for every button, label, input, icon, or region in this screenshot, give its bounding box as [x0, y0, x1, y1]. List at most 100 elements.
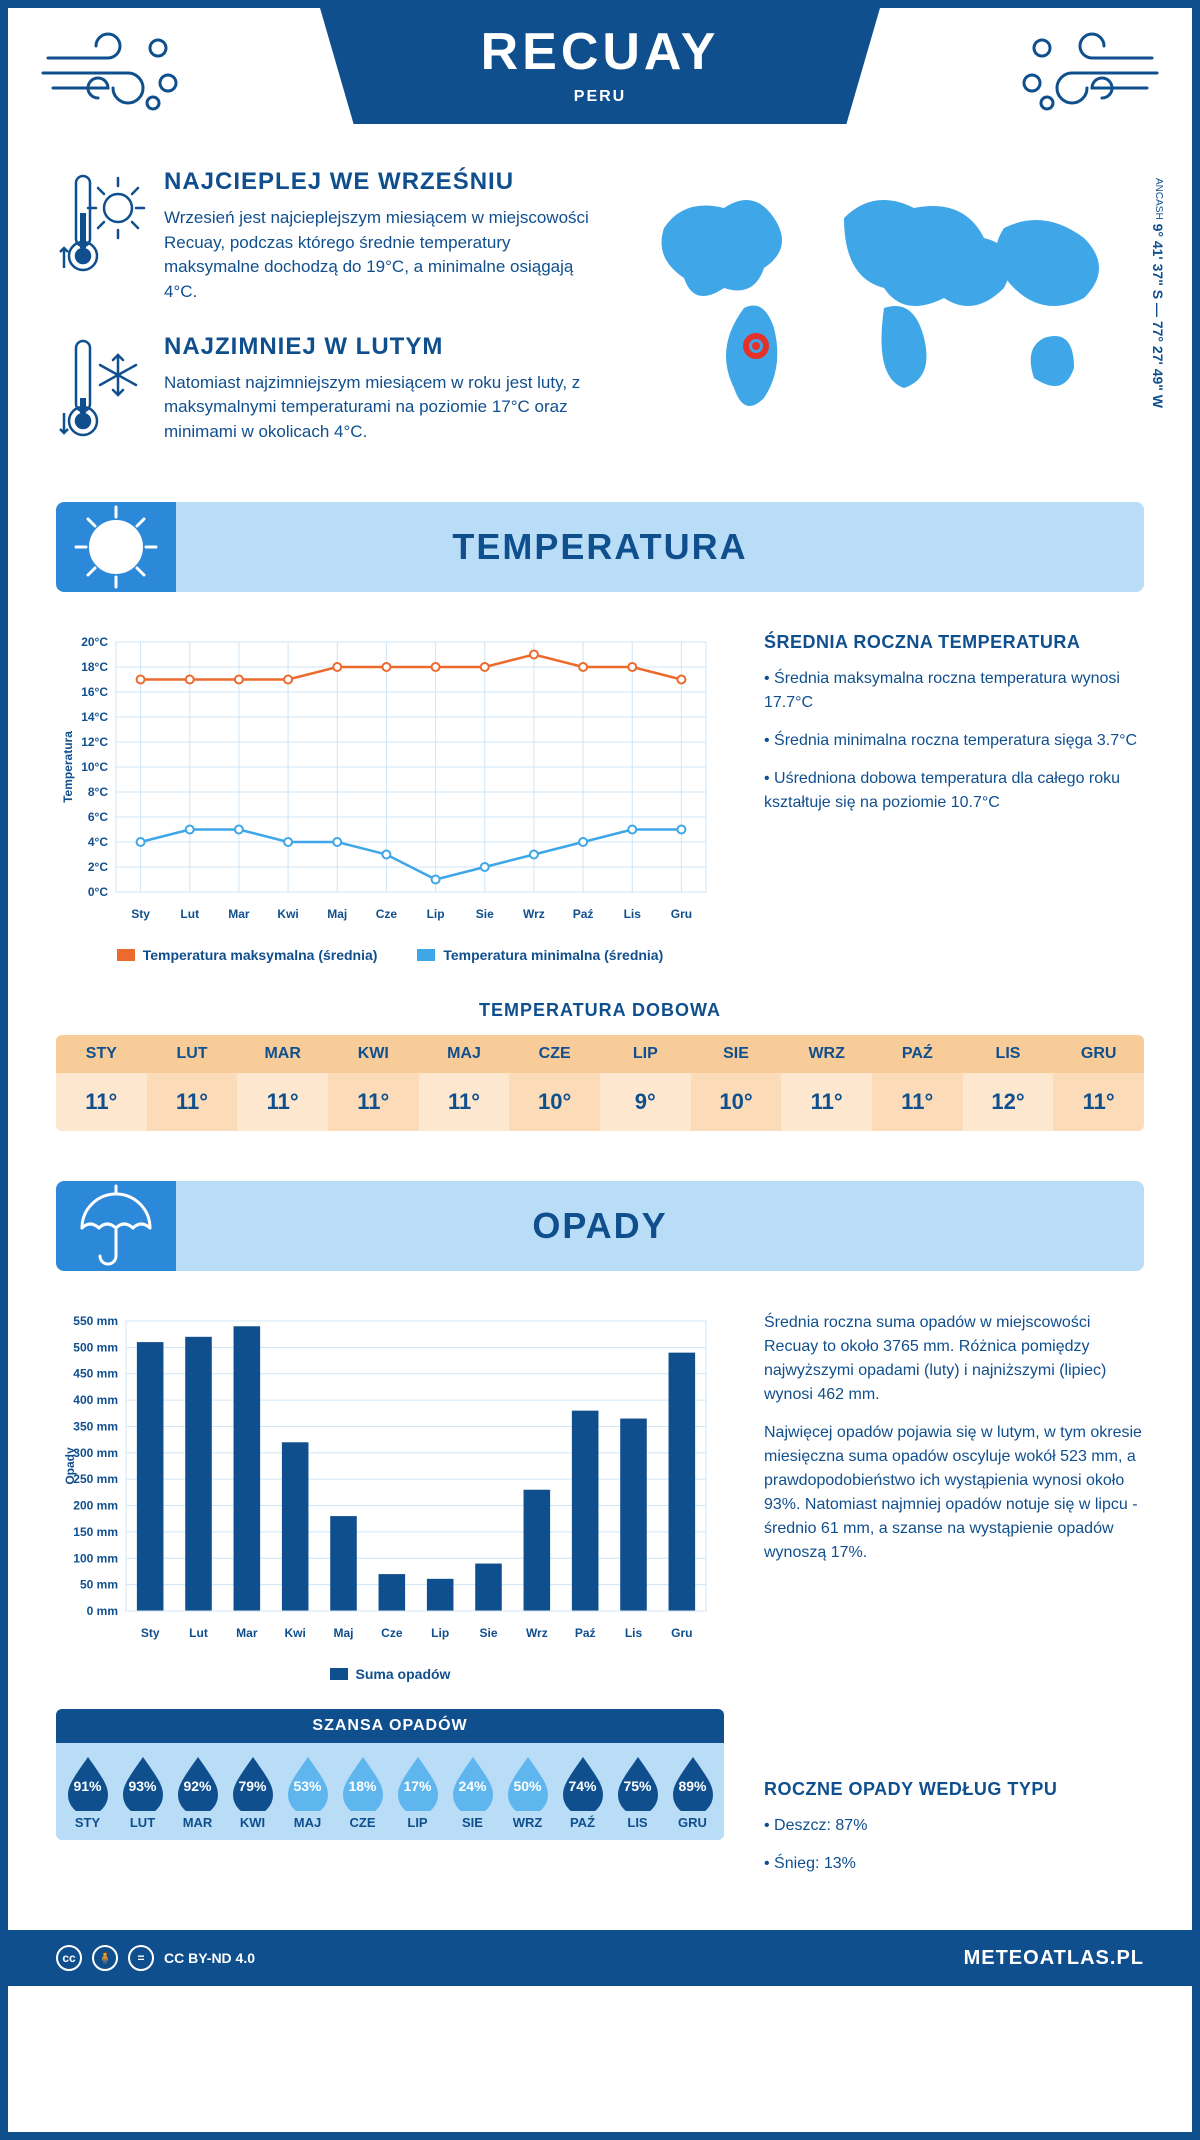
svg-text:Lut: Lut [180, 907, 199, 921]
svg-text:2°C: 2°C [88, 860, 108, 874]
svg-text:Sty: Sty [131, 907, 150, 921]
precip-legend: Suma opadów [56, 1666, 724, 1683]
svg-text:Maj: Maj [327, 907, 347, 921]
cold-title: NAJZIMNIEJ W LUTYM [164, 333, 594, 361]
table-header: MAJ [419, 1035, 510, 1073]
precip-chance-item: 75% LIS [612, 1755, 663, 1830]
svg-text:50 mm: 50 mm [80, 1578, 118, 1592]
table-header: SIE [691, 1035, 782, 1073]
world-map: ANCASH 9° 41' 37" S — 77° 27' 49" W [624, 168, 1144, 472]
svg-text:Cze: Cze [376, 907, 398, 921]
page-subtitle: PERU [320, 88, 880, 106]
svg-text:500 mm: 500 mm [73, 1341, 118, 1355]
coordinates: ANCASH 9° 41' 37" S — 77° 27' 49" W [1150, 178, 1166, 408]
table-header: STY [56, 1035, 147, 1073]
svg-text:Paź: Paź [573, 907, 594, 921]
table-cell: 11° [872, 1073, 963, 1131]
daily-temp-table: STYLUTMARKWIMAJCZELIPSIEWRZPAŹLISGRU11°1… [56, 1035, 1144, 1131]
svg-text:Mar: Mar [228, 907, 250, 921]
svg-text:Mar: Mar [236, 1626, 258, 1640]
thermometer-hot-icon [56, 168, 146, 278]
svg-text:350 mm: 350 mm [73, 1420, 118, 1434]
precip-chance-item: 24% SIE [447, 1755, 498, 1830]
temperature-line-chart: 0°C 2°C 4°C 6°C 8°C 10°C 12°C 14°C 16°C 18°C 20°C S… [56, 632, 716, 932]
temperature-title: TEMPERATURA [452, 526, 747, 568]
table-cell: 11° [1053, 1073, 1144, 1131]
wind-icon [1012, 28, 1162, 118]
svg-text:6°C: 6°C [88, 810, 108, 824]
page-title: RECUAY [320, 22, 880, 82]
svg-text:10°C: 10°C [81, 760, 108, 774]
svg-text:20°C: 20°C [81, 635, 108, 649]
temperature-info: ŚREDNIA ROCZNA TEMPERATURA • Średnia mak… [764, 632, 1144, 964]
svg-text:14°C: 14°C [81, 710, 108, 724]
svg-text:100 mm: 100 mm [73, 1552, 118, 1566]
svg-text:Cze: Cze [381, 1626, 403, 1640]
svg-text:Kwi: Kwi [284, 1626, 305, 1640]
table-header: KWI [328, 1035, 419, 1073]
svg-text:550 mm: 550 mm [73, 1314, 118, 1328]
svg-text:16°C: 16°C [81, 685, 108, 699]
precipitation-bar-chart: 0 mm50 mm100 mm150 mm200 mm250 mm300 mm3… [56, 1311, 716, 1651]
sun-icon [68, 502, 164, 592]
svg-text:Paź: Paź [575, 1626, 596, 1640]
precip-title: OPADY [532, 1205, 667, 1247]
temperature-section-header: TEMPERATURA [56, 502, 1144, 592]
table-cell: 12° [963, 1073, 1054, 1131]
precip-chance-item: 18% CZE [337, 1755, 388, 1830]
svg-text:4°C: 4°C [88, 835, 108, 849]
table-header: GRU [1053, 1035, 1144, 1073]
svg-text:Sie: Sie [476, 907, 494, 921]
cc-icon: cc [56, 1945, 82, 1971]
hot-title: NAJCIEPLEJ WE WRZEŚNIU [164, 168, 594, 196]
svg-text:0°C: 0°C [88, 885, 108, 899]
svg-text:Lip: Lip [431, 1626, 449, 1640]
footer: cc 🧍 = CC BY-ND 4.0 METEOATLAS.PL [8, 1930, 1192, 1986]
svg-text:Lut: Lut [189, 1626, 208, 1640]
precip-chance-item: 79% KWI [227, 1755, 278, 1830]
hottest-fact: NAJCIEPLEJ WE WRZEŚNIU Wrzesień jest naj… [56, 168, 594, 305]
svg-text:300 mm: 300 mm [73, 1446, 118, 1460]
header: RECUAY PERU [8, 8, 1192, 148]
svg-text:12°C: 12°C [81, 735, 108, 749]
svg-text:Lis: Lis [624, 907, 642, 921]
precip-chance-item: 89% GRU [667, 1755, 718, 1830]
header-banner: RECUAY PERU [320, 8, 880, 124]
table-cell: 11° [147, 1073, 238, 1131]
license-text: CC BY-ND 4.0 [164, 1950, 255, 1966]
svg-text:0 mm: 0 mm [87, 1604, 118, 1618]
svg-text:250 mm: 250 mm [73, 1473, 118, 1487]
nd-icon: = [128, 1945, 154, 1971]
svg-text:Kwi: Kwi [277, 907, 298, 921]
table-cell: 11° [781, 1073, 872, 1131]
table-header: PAŹ [872, 1035, 963, 1073]
table-cell: 10° [691, 1073, 782, 1131]
table-cell: 11° [419, 1073, 510, 1131]
hot-text: Wrzesień jest najcieplejszym miesiącem w… [164, 206, 594, 305]
svg-text:Opady: Opady [63, 1447, 77, 1485]
svg-text:Sie: Sie [479, 1626, 497, 1640]
svg-text:450 mm: 450 mm [73, 1367, 118, 1381]
table-header: WRZ [781, 1035, 872, 1073]
daily-temp-title: TEMPERATURA DOBOWA [56, 1000, 1144, 1021]
umbrella-icon [68, 1181, 164, 1271]
svg-text:400 mm: 400 mm [73, 1394, 118, 1408]
table-cell: 10° [509, 1073, 600, 1131]
precip-chance-item: 17% LIP [392, 1755, 443, 1830]
svg-text:Wrz: Wrz [523, 907, 545, 921]
svg-text:18°C: 18°C [81, 660, 108, 674]
table-header: MAR [237, 1035, 328, 1073]
svg-text:8°C: 8°C [88, 785, 108, 799]
table-cell: 11° [328, 1073, 419, 1131]
precip-info: Średnia roczna suma opadów w miejscowośc… [764, 1311, 1144, 1890]
precip-chance-item: 93% LUT [117, 1755, 168, 1830]
svg-text:Maj: Maj [333, 1626, 353, 1640]
svg-text:Gru: Gru [671, 907, 692, 921]
svg-text:Wrz: Wrz [526, 1626, 548, 1640]
table-cell: 9° [600, 1073, 691, 1131]
table-cell: 11° [237, 1073, 328, 1131]
table-header: LIP [600, 1035, 691, 1073]
table-header: CZE [509, 1035, 600, 1073]
svg-text:Sty: Sty [141, 1626, 160, 1640]
svg-text:150 mm: 150 mm [73, 1525, 118, 1539]
